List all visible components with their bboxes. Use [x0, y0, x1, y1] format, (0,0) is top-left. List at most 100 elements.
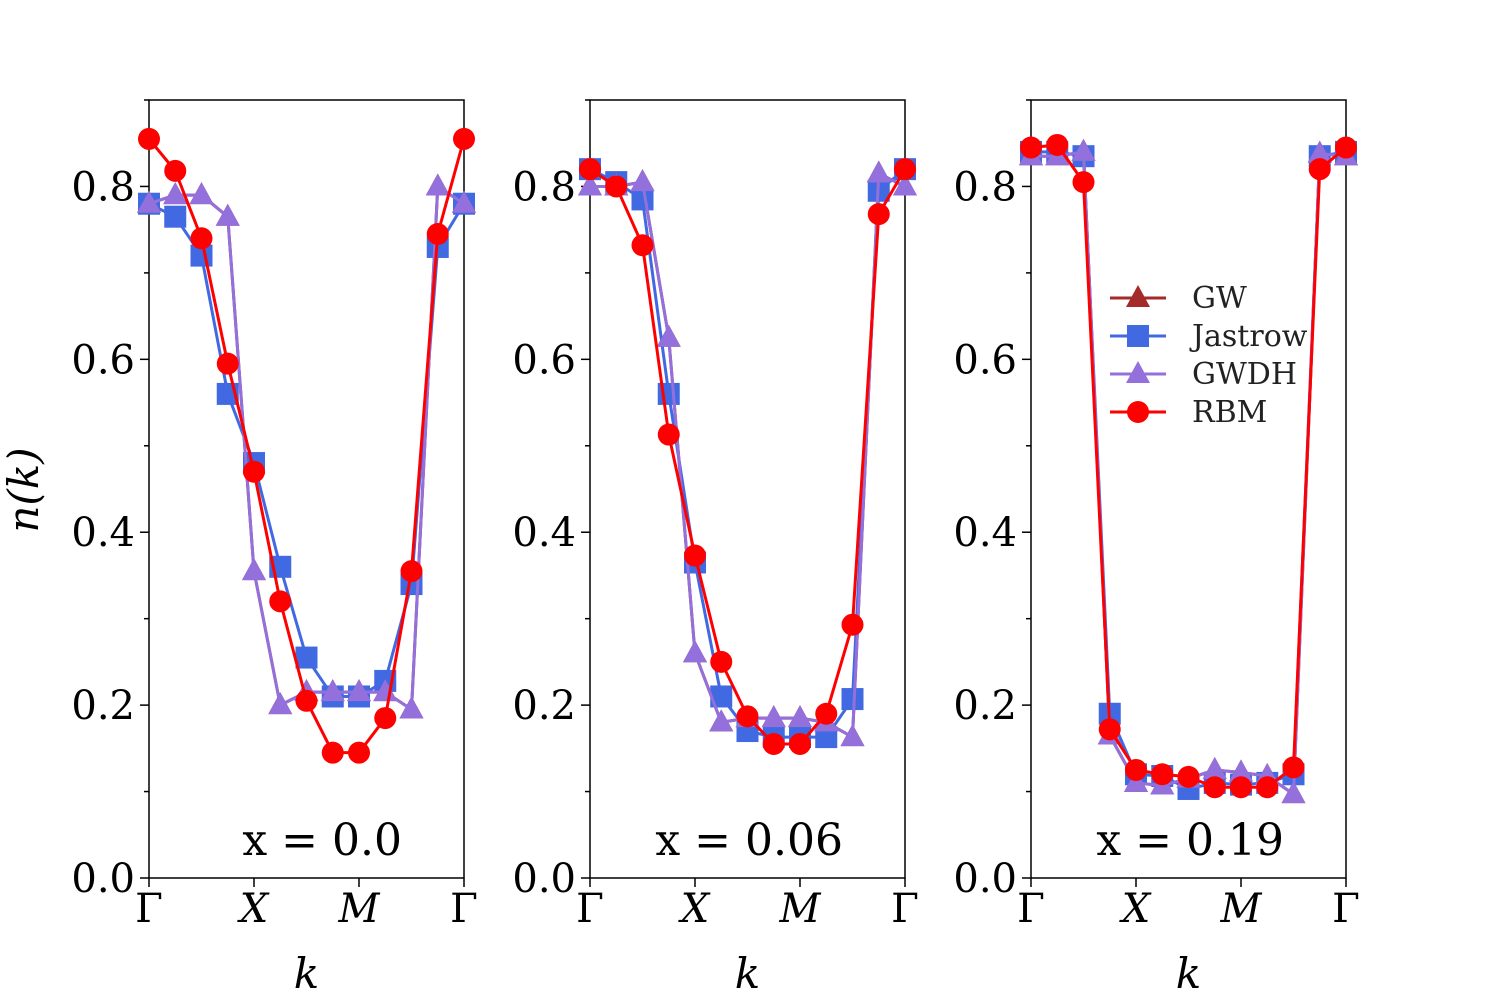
point-rbm: [190, 227, 213, 250]
x-axis-label: k: [735, 949, 760, 997]
x-tick-label: Γ: [1017, 886, 1045, 932]
legend-entry-gw: GW: [1110, 281, 1247, 316]
series-rbm: [1020, 133, 1357, 799]
point-rbm: [426, 222, 449, 245]
x-tick-label: Γ: [450, 886, 478, 932]
point-rbm: [684, 544, 706, 567]
point-rbm: [894, 158, 916, 181]
point-rbm: [1020, 136, 1042, 159]
point-gwdh: [268, 692, 293, 715]
point-rbm: [605, 175, 628, 198]
y-tick-label: 0.4: [71, 510, 135, 556]
point-rbm: [867, 203, 890, 226]
point-rbm: [295, 689, 318, 712]
point-rbm: [579, 158, 601, 181]
point-rbm: [841, 613, 864, 636]
x-tick-label: X: [1119, 886, 1152, 932]
series-rbm: [579, 158, 916, 756]
point-gwdh: [452, 190, 476, 213]
point-gwdh: [893, 173, 917, 196]
point-rbm: [1125, 758, 1147, 781]
panel-3: 0.0 0.2 0.4 0.6 0.8 Γ X M Γk x = 0.19: [953, 99, 1360, 997]
x-tick-label: Γ: [891, 886, 919, 932]
point-gwdh: [320, 679, 345, 702]
y-tick-label: 0.0: [953, 856, 1017, 902]
point-gwdh: [1229, 759, 1253, 782]
point-rbm: [1308, 158, 1331, 181]
panel-annotation: x = 0.06: [655, 815, 843, 866]
point-jastrow: [841, 688, 864, 711]
y-tick-label: 0.8: [71, 164, 135, 210]
point-rbm: [1335, 136, 1357, 159]
point-gwdh: [1307, 140, 1332, 163]
legend-marker-gwdh: [1126, 361, 1150, 383]
point-gwdh: [683, 640, 707, 663]
point-rbm: [1046, 133, 1069, 156]
point-jastrow: [710, 685, 733, 708]
point-rbm: [710, 650, 733, 673]
point-rbm: [657, 423, 680, 446]
point-rbm: [1203, 776, 1226, 799]
panel-annotation: x = 0.19: [1096, 815, 1284, 866]
point-rbm: [164, 159, 187, 182]
point-gwdh: [242, 558, 266, 581]
point-jastrow: [295, 646, 318, 669]
y-tick-label: 0.8: [953, 164, 1017, 210]
point-gwdh: [163, 182, 188, 205]
series-line-rbm: [589, 167, 907, 746]
x-tick-label: M: [779, 886, 822, 932]
panel-annotation: x = 0.0: [242, 815, 402, 866]
y-tick-label: 0.2: [953, 683, 1017, 729]
point-jastrow: [164, 205, 187, 228]
legend-entry-jastrow: Jastrow: [1110, 319, 1308, 354]
point-gwdh: [1071, 138, 1096, 161]
series-rbm: [138, 127, 475, 764]
y-tick-label: 0.6: [953, 337, 1017, 383]
point-rbm: [400, 560, 423, 583]
x-axis-label: k: [294, 949, 319, 997]
legend-label: RBM: [1192, 395, 1267, 430]
y-axis-label: n(k): [0, 447, 48, 532]
point-rbm: [736, 705, 759, 728]
point-rbm: [1072, 171, 1095, 194]
point-gwdh: [788, 705, 812, 728]
y-tick-label: 0.6: [512, 337, 576, 383]
point-rbm: [374, 707, 397, 730]
point-rbm: [269, 590, 292, 613]
y-tick-label: 0.6: [71, 337, 135, 383]
point-rbm: [815, 702, 838, 725]
point-rbm: [1256, 776, 1279, 799]
x-tick-label: X: [237, 886, 270, 932]
plot-frame: [589, 99, 906, 879]
point-rbm: [321, 741, 344, 764]
point-gwdh: [1202, 756, 1227, 779]
point-gwdh: [761, 705, 786, 728]
point-jastrow: [631, 188, 654, 211]
y-tick-label: 0.0: [512, 856, 576, 902]
point-rbm: [1230, 776, 1252, 799]
point-gwdh: [578, 173, 602, 196]
point-rbm: [631, 234, 654, 257]
point-rbm: [1151, 763, 1174, 786]
y-tick-label: 0.0: [71, 856, 135, 902]
point-gwdh: [630, 169, 655, 192]
x-tick-label: Γ: [576, 886, 604, 932]
x-tick-label: M: [338, 886, 381, 932]
y-tick-label: 0.2: [71, 683, 135, 729]
point-jastrow: [815, 726, 838, 749]
point-gwdh: [656, 324, 681, 347]
point-rbm: [216, 352, 239, 375]
x-tick-label: Γ: [135, 886, 163, 932]
point-rbm: [453, 127, 475, 150]
plot-frame: [1030, 99, 1347, 879]
point-gwdh: [425, 173, 450, 196]
point-gwdh: [137, 190, 161, 213]
y-tick-label: 0.8: [512, 164, 576, 210]
legend-label: Jastrow: [1189, 319, 1308, 354]
point-gwdh: [189, 182, 214, 205]
series-line-gwdh: [590, 171, 906, 739]
plot-frame: [148, 99, 465, 879]
point-gwdh: [373, 679, 398, 702]
panel-2: 0.0 0.2 0.4 0.6 0.8 Γ X M Γk x = 0.06: [512, 99, 919, 997]
